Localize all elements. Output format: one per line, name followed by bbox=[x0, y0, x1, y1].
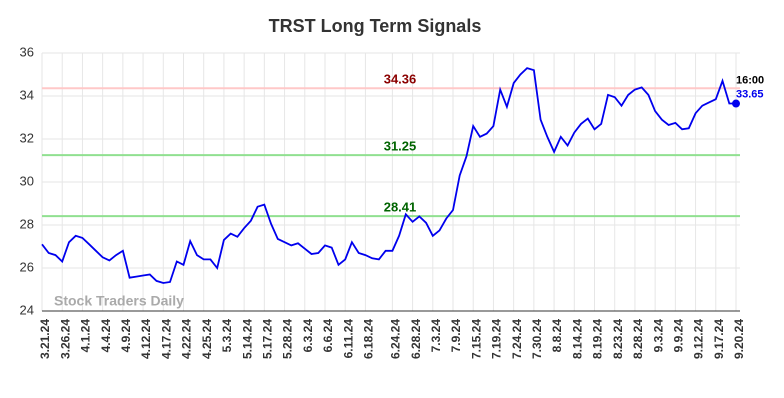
x-tick-label: 6.18.24 bbox=[362, 319, 376, 359]
reference-label: 34.36 bbox=[384, 72, 417, 87]
chart-title: TRST Long Term Signals bbox=[269, 16, 482, 36]
x-tick-label: 9.12.24 bbox=[692, 319, 706, 359]
x-tick-label: 7.24.24 bbox=[510, 319, 524, 359]
x-tick-label: 7.30.24 bbox=[530, 319, 544, 359]
y-tick-label: 36 bbox=[20, 44, 34, 59]
x-tick-label: 8.19.24 bbox=[591, 319, 605, 359]
reference-label: 28.41 bbox=[384, 200, 417, 215]
last-value: 33.65 bbox=[736, 88, 764, 100]
x-tick-label: 8.8.24 bbox=[550, 319, 564, 353]
x-tick-label: 6.24.24 bbox=[389, 319, 403, 359]
y-tick-label: 32 bbox=[20, 130, 34, 145]
x-tick-label: 9.20.24 bbox=[732, 319, 746, 359]
x-tick-label: 7.19.24 bbox=[490, 319, 504, 359]
x-tick-label: 6.11.24 bbox=[341, 319, 355, 359]
reference-label: 31.25 bbox=[384, 139, 417, 154]
x-tick-label: 5.17.24 bbox=[261, 319, 275, 359]
x-tick-label: 9.9.24 bbox=[672, 319, 686, 353]
x-tick-label: 9.3.24 bbox=[651, 319, 665, 353]
y-tick-label: 28 bbox=[20, 216, 34, 231]
x-tick-label: 6.6.24 bbox=[321, 319, 335, 353]
x-tick-label: 7.9.24 bbox=[449, 319, 463, 353]
x-tick-label: 5.14.24 bbox=[240, 319, 254, 359]
x-tick-label: 4.17.24 bbox=[159, 319, 173, 359]
last-time: 16:00 bbox=[736, 74, 764, 86]
x-tick-label: 8.28.24 bbox=[631, 319, 645, 359]
price-line bbox=[41, 67, 736, 284]
x-tick-label: 8.23.24 bbox=[611, 319, 625, 359]
x-tick-label: 4.1.24 bbox=[79, 319, 93, 353]
y-tick-label: 30 bbox=[20, 173, 34, 188]
x-tick-label: 4.12.24 bbox=[139, 319, 153, 359]
y-tick-label: 24 bbox=[20, 302, 34, 317]
x-tick-label: 6.3.24 bbox=[301, 319, 315, 353]
y-tick-label: 34 bbox=[20, 87, 34, 102]
x-tick-label: 7.3.24 bbox=[429, 319, 443, 353]
watermark: Stock Traders Daily bbox=[54, 293, 184, 309]
x-tick-label: 5.28.24 bbox=[281, 319, 295, 359]
x-tick-label: 4.25.24 bbox=[200, 319, 214, 359]
x-tick-label: 9.17.24 bbox=[712, 319, 726, 359]
x-tick-label: 5.3.24 bbox=[220, 319, 234, 353]
x-tick-label: 8.14.24 bbox=[570, 319, 584, 359]
x-tick-label: 6.28.24 bbox=[409, 319, 423, 359]
last-point bbox=[732, 99, 740, 108]
y-tick-label: 26 bbox=[20, 259, 34, 274]
x-tick-label: 4.9.24 bbox=[119, 319, 133, 353]
x-tick-label: 4.22.24 bbox=[180, 319, 194, 359]
x-tick-label: 3.21.24 bbox=[38, 319, 52, 359]
x-tick-label: 7.15.24 bbox=[469, 319, 483, 359]
x-tick-label: 4.4.24 bbox=[99, 319, 113, 353]
x-tick-label: 3.26.24 bbox=[58, 319, 72, 359]
